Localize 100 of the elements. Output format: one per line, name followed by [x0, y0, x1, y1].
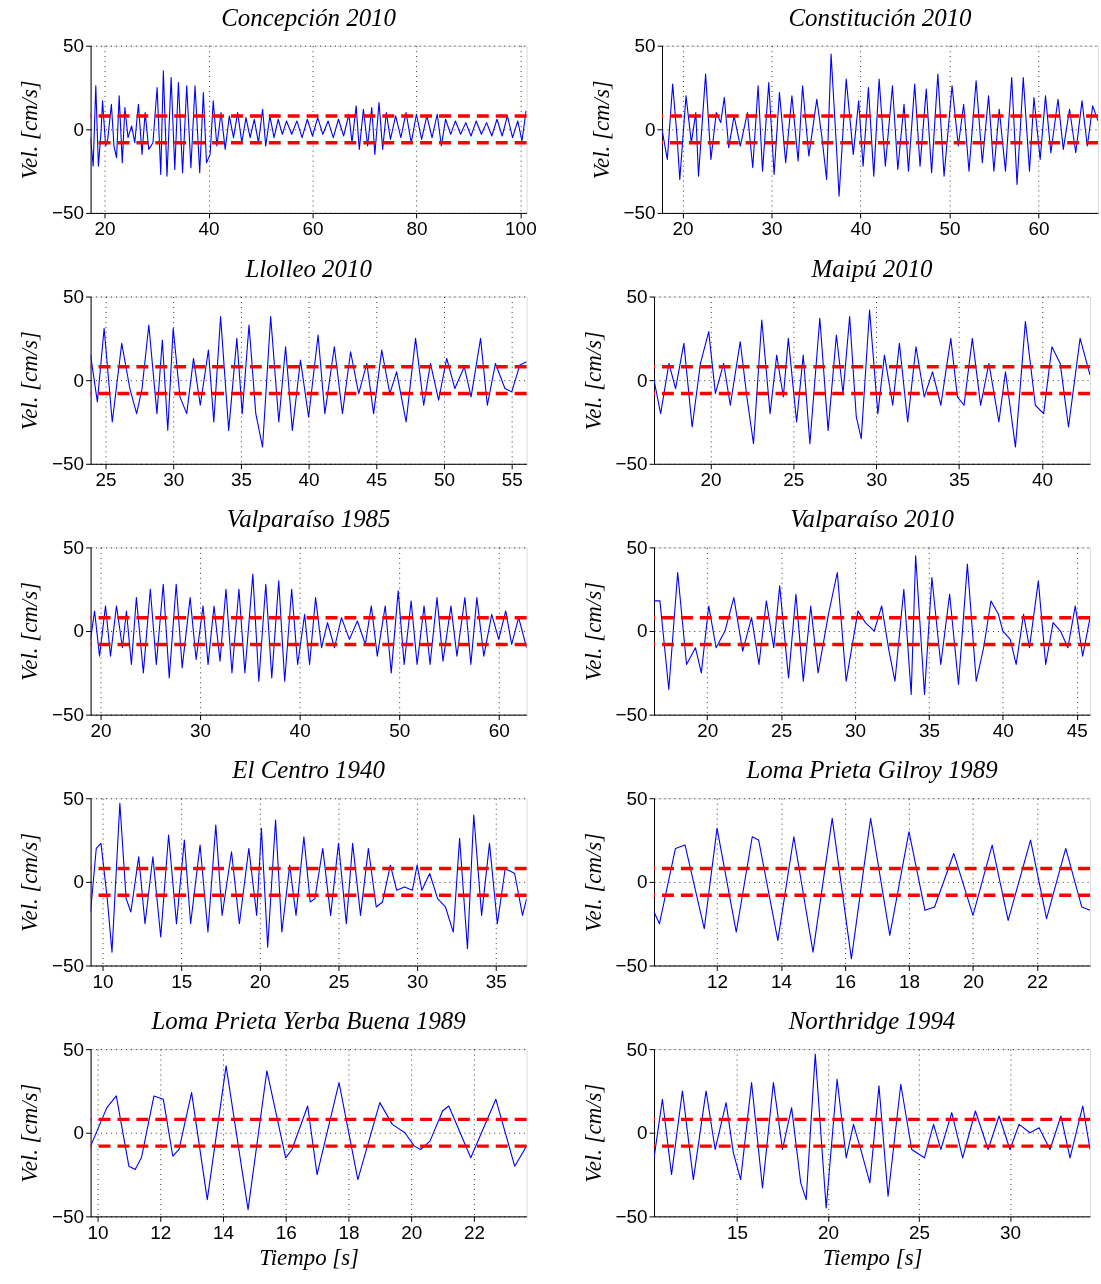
- line-series: [90, 802, 527, 953]
- y-tick-label: 50: [626, 536, 648, 558]
- x-tick-label: 30: [190, 720, 212, 742]
- y-tick-label: 50: [63, 1038, 85, 1060]
- line-series: [654, 1053, 1091, 1209]
- x-tick-label: 60: [302, 218, 324, 240]
- x-tick-label: 35: [949, 469, 971, 491]
- y-axis-title: Vel. [cm/s]: [580, 581, 606, 682]
- x-tick-label: 40: [992, 720, 1014, 742]
- x-tick-label: 50: [389, 720, 411, 742]
- y-tick-label: −50: [52, 704, 85, 726]
- x-tick-label: 30: [999, 1221, 1021, 1243]
- x-tick-label: 40: [198, 218, 220, 240]
- x-tick-label: 16: [834, 970, 857, 992]
- x-tick-label: 20: [817, 1221, 840, 1243]
- y-axis-title: Vel. [cm/s]: [580, 832, 606, 932]
- line-series: [90, 573, 527, 682]
- chart-title: Valparaíso 1985: [226, 505, 391, 533]
- x-tick-label: 20: [962, 970, 984, 992]
- y-tick-label: −50: [615, 954, 648, 976]
- x-tick-label: 35: [485, 970, 507, 992]
- y-tick-label: 0: [637, 369, 648, 391]
- line-series: [90, 70, 527, 177]
- x-tick-label: 20: [697, 720, 719, 742]
- line-series: [90, 316, 527, 448]
- y-axis-title: Vel. [cm/s]: [580, 1083, 606, 1183]
- y-axis-title: Vel. [cm/s]: [588, 80, 614, 180]
- y-tick-label: 0: [637, 871, 648, 893]
- line-series: [90, 1065, 527, 1211]
- y-tick-label: 50: [63, 536, 85, 558]
- y-tick-label: 0: [637, 620, 648, 642]
- x-tick-label: 40: [1031, 469, 1053, 491]
- y-tick-label: −50: [52, 453, 85, 475]
- x-tick-label: 20: [90, 720, 112, 742]
- y-axis-title: Vel. [cm/s]: [17, 581, 43, 682]
- x-tick-label: 22: [463, 1221, 485, 1243]
- x-tick-label: 22: [1026, 970, 1048, 992]
- y-tick-label: −50: [615, 704, 648, 726]
- chart-title: Loma Prieta Yerba Buena 1989: [150, 1007, 467, 1035]
- line-series: [654, 555, 1091, 696]
- y-tick-label: −50: [52, 1205, 85, 1227]
- x-tick-label: 35: [230, 469, 252, 491]
- y-tick-label: 0: [73, 620, 85, 642]
- x-tick-label: 45: [366, 469, 388, 491]
- x-tick-label: 30: [845, 720, 867, 742]
- y-tick-label: 50: [63, 286, 85, 308]
- x-tick-label: 14: [771, 970, 793, 992]
- y-tick-label: 0: [73, 118, 85, 140]
- x-tick-label: 16: [275, 1221, 297, 1243]
- x-tick-label: 20: [401, 1221, 423, 1243]
- y-tick-label: 50: [626, 286, 648, 308]
- x-tick-label: 12: [707, 970, 729, 992]
- chart-title: Llolleo 2010: [244, 254, 373, 282]
- x-tick-label: 25: [328, 970, 350, 992]
- chart-title: Constitución 2010: [788, 3, 973, 31]
- line-series: [654, 309, 1091, 448]
- y-axis-title: Vel. [cm/s]: [580, 331, 606, 431]
- y-tick-label: 0: [73, 1122, 85, 1144]
- y-axis-title: Vel. [cm/s]: [17, 832, 43, 932]
- line-series: [654, 817, 1091, 960]
- x-tick-label: 60: [1028, 218, 1050, 240]
- chart-title: Concepción 2010: [221, 3, 397, 31]
- x-tick-label: 100: [505, 218, 537, 240]
- y-tick-label: 50: [634, 35, 656, 57]
- chart-title: El Centro 1940: [231, 756, 386, 784]
- x-tick-label: 10: [87, 1221, 109, 1243]
- x-tick-label: 25: [908, 1221, 930, 1243]
- y-tick-label: −50: [623, 202, 656, 224]
- y-tick-label: 50: [626, 1038, 648, 1060]
- y-axis-title: Vel. [cm/s]: [17, 331, 43, 431]
- x-tick-label: 30: [407, 970, 429, 992]
- y-tick-label: 0: [73, 369, 85, 391]
- x-tick-label: 40: [850, 218, 872, 240]
- x-tick-label: 40: [289, 720, 311, 742]
- x-tick-label: 45: [1066, 720, 1088, 742]
- y-tick-label: −50: [52, 954, 85, 976]
- y-tick-label: 0: [73, 871, 85, 893]
- x-tick-label: 15: [726, 1221, 749, 1243]
- x-axis-title: Tiempo [s]: [822, 1244, 923, 1270]
- x-axis-title: Tiempo [s]: [259, 1244, 359, 1270]
- y-axis-title: Vel. [cm/s]: [17, 80, 43, 180]
- x-tick-label: 20: [700, 469, 722, 491]
- chart-title: Maipú 2010: [810, 254, 934, 282]
- x-tick-label: 14: [212, 1221, 234, 1243]
- x-tick-label: 20: [94, 218, 116, 240]
- x-tick-label: 30: [866, 469, 888, 491]
- chart-title: Valparaíso 2010: [790, 505, 955, 533]
- x-tick-label: 50: [939, 218, 961, 240]
- y-tick-label: −50: [52, 202, 85, 224]
- x-tick-label: 18: [898, 970, 920, 992]
- x-tick-label: 15: [171, 970, 193, 992]
- y-tick-label: 50: [63, 35, 85, 57]
- y-tick-label: −50: [615, 1205, 648, 1227]
- x-tick-label: 60: [488, 720, 510, 742]
- x-tick-label: 12: [150, 1221, 172, 1243]
- y-tick-label: 0: [645, 118, 656, 140]
- x-tick-label: 30: [163, 469, 185, 491]
- x-tick-label: 80: [406, 218, 428, 240]
- y-tick-label: 50: [63, 787, 85, 809]
- x-tick-label: 35: [918, 720, 940, 742]
